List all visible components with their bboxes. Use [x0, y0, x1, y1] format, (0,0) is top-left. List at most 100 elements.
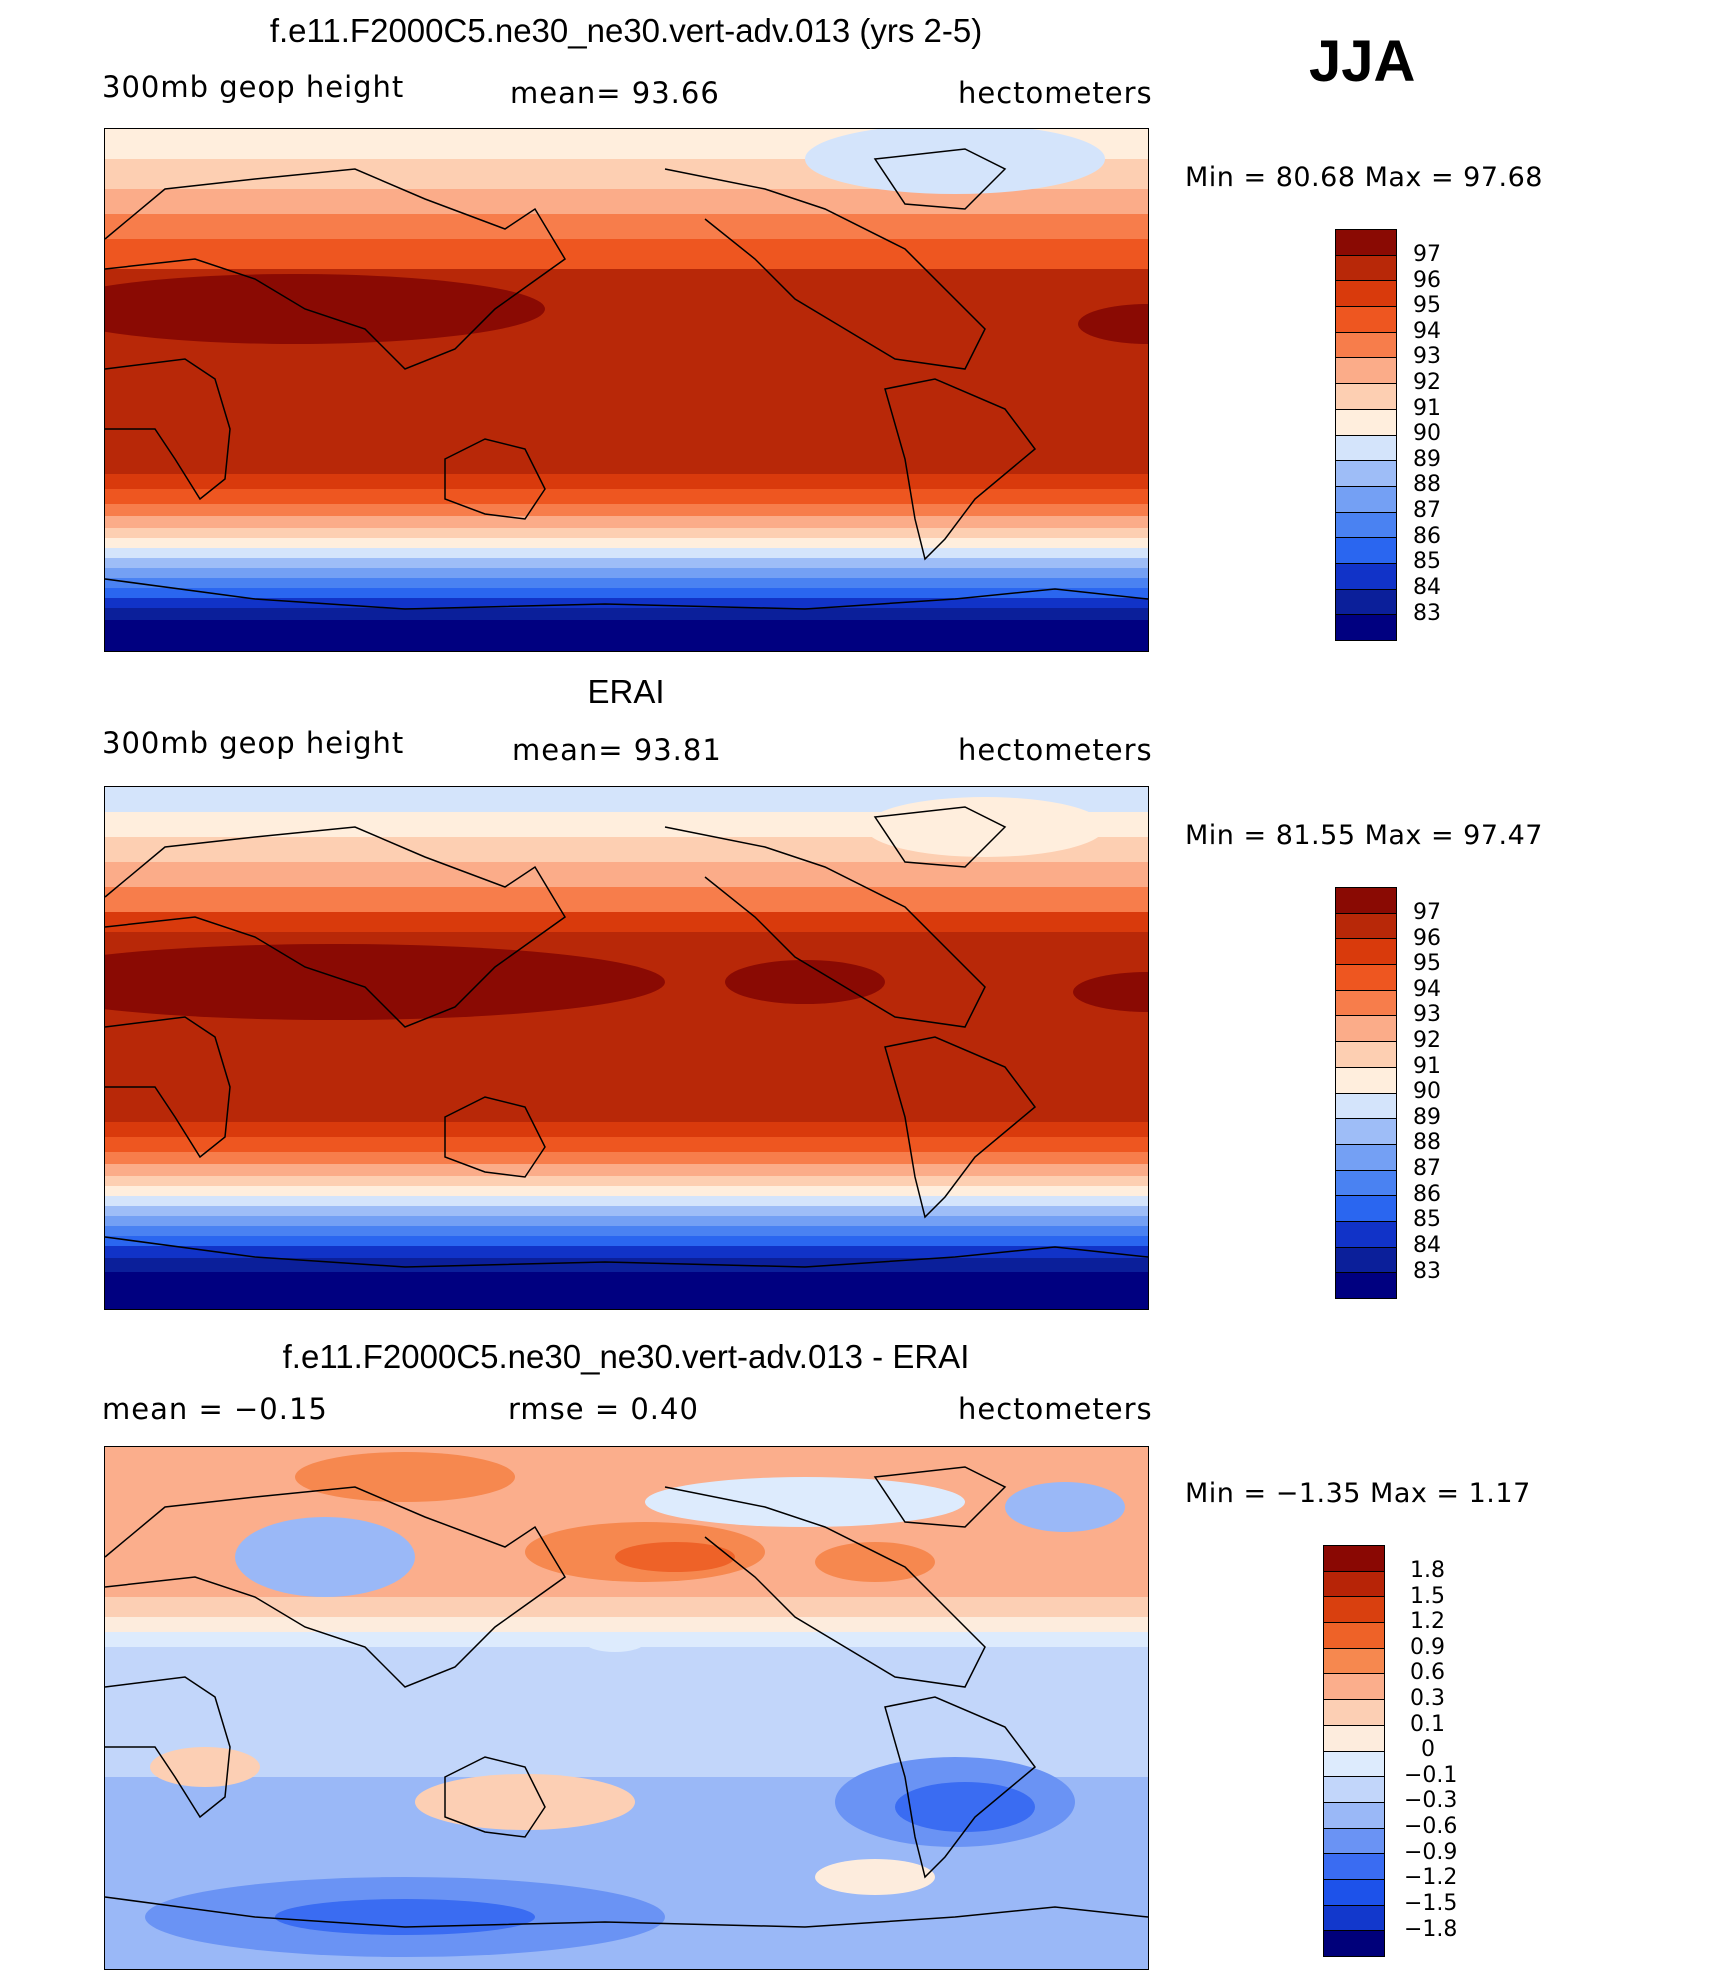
band-90s: [105, 538, 1148, 548]
coast-eurasia: [105, 826, 566, 1028]
legend-swatch: [1336, 1042, 1396, 1068]
coast-eurasia: [105, 1486, 566, 1688]
minmax-label: Min = 81.55 Max = 97.47: [1185, 820, 1543, 851]
coastlines: [105, 1466, 1148, 1928]
legend-swatch: [1336, 888, 1396, 914]
band-83s: [105, 1258, 1148, 1272]
band-97-atlantic: [1078, 304, 1148, 344]
legend-swatch: [1336, 1247, 1396, 1274]
coast-greenland: [873, 148, 1007, 210]
band-86s: [105, 578, 1148, 588]
legend-swatch: [1324, 1777, 1384, 1803]
legend-swatch: [1336, 965, 1396, 991]
legend-tick: −0.6: [1404, 1814, 1458, 1839]
legend-swatch: [1324, 1751, 1384, 1778]
mean-label: mean= 93.66: [510, 76, 720, 110]
band-pos-sa-south: [815, 1859, 935, 1895]
coast-australia: [444, 1756, 546, 1838]
units-label: hectometers: [958, 733, 1153, 767]
legend-swatch: [1336, 358, 1396, 385]
legend-swatch: [1336, 512, 1396, 539]
legend-tick: −1.2: [1404, 1865, 1458, 1890]
coast-antarctica: [105, 1236, 1148, 1268]
legend-tick: 86: [1413, 524, 1441, 549]
legend-swatch: [1324, 1854, 1384, 1880]
legend-tick: 90: [1413, 1079, 1441, 1104]
legend-tick: 92: [1413, 1028, 1441, 1053]
variable-label: 300mb geop height: [102, 70, 405, 104]
legend-swatch: [1336, 1144, 1396, 1171]
band-83s: [105, 608, 1148, 620]
legend-tick: 84: [1413, 575, 1441, 600]
band-89s: [105, 548, 1148, 558]
band-97-atlantic: [1073, 972, 1148, 1012]
units-label: hectometers: [958, 1392, 1153, 1426]
coast-eurasia: [105, 168, 566, 370]
panel-title: f.e11.F2000C5.ne30_ne30.vert-adv.013 - E…: [282, 1338, 970, 1375]
contour-bands: [105, 129, 1148, 651]
legend-swatch: [1336, 589, 1396, 616]
legend-tick: 0: [1421, 1737, 1435, 1762]
contour-map: [105, 1447, 1148, 1969]
legend-tick: −0.1: [1404, 1763, 1458, 1788]
band-95: [105, 474, 1148, 489]
legend-swatch: [1336, 538, 1396, 564]
coast-africa: [105, 1676, 231, 1819]
legend-swatch: [1324, 1623, 1384, 1649]
legend-tick: −0.3: [1404, 1788, 1458, 1813]
legend-tick: 88: [1413, 1130, 1441, 1155]
legend-tick: 85: [1413, 549, 1441, 574]
legend-tick: 97: [1413, 242, 1441, 267]
legend-tick: 0.1: [1410, 1712, 1445, 1737]
legend-swatch: [1336, 563, 1396, 590]
contour-bands: [105, 1447, 1148, 1969]
coast-north-america: [664, 1486, 986, 1688]
band-94: [105, 239, 1148, 269]
legend-tick: 0.3: [1410, 1686, 1445, 1711]
coast-south-america: [884, 1696, 1037, 1879]
minmax-label: Min = 80.68 Max = 97.68: [1185, 162, 1543, 193]
coast-north-america: [664, 826, 986, 1028]
color-legend: [1335, 229, 1397, 641]
band-91s: [105, 1176, 1148, 1186]
legend-swatch: [1336, 990, 1396, 1017]
mean-label: mean = −0.15: [102, 1392, 328, 1426]
color-legend: [1323, 1545, 1385, 1957]
band-pos-0.1: [105, 1597, 1148, 1617]
map-panel-diff: [104, 1446, 1149, 1970]
legend-tick: 0.9: [1410, 1635, 1445, 1660]
band-neg-1.2-ant: [275, 1899, 535, 1935]
legend-swatch: [1336, 332, 1396, 359]
legend-tick: 91: [1413, 1054, 1441, 1079]
band-90s: [105, 1186, 1148, 1196]
legend-swatch: [1324, 1725, 1384, 1752]
legend-swatch: [1336, 1067, 1396, 1094]
band-82s: [105, 1272, 1148, 1309]
color-legend: [1335, 887, 1397, 1299]
band-93s: [105, 504, 1148, 516]
legend-tick: 93: [1413, 1002, 1441, 1027]
band-neg-greenland: [1005, 1482, 1125, 1532]
coast-australia: [444, 438, 546, 520]
legend-swatch: [1324, 1648, 1384, 1675]
contour-map: [105, 787, 1148, 1309]
band-neg-arctic: [645, 1477, 965, 1527]
legend-tick: 90: [1413, 421, 1441, 446]
band-pos-aus: [415, 1774, 635, 1830]
legend-swatch: [1324, 1879, 1384, 1906]
legend-tick: 97: [1413, 900, 1441, 925]
legend-swatch: [1324, 1546, 1384, 1572]
band-94s: [105, 489, 1148, 504]
legend-swatch: [1324, 1700, 1384, 1726]
legend-swatch: [1324, 1571, 1384, 1598]
band-neg-1.2-sa: [895, 1782, 1035, 1832]
legend-tick: 83: [1413, 601, 1441, 626]
minmax-label: Min = −1.35 Max = 1.17: [1185, 1478, 1531, 1509]
legend-swatch: [1336, 615, 1396, 640]
legend-swatch: [1336, 913, 1396, 940]
coast-north-america: [664, 168, 986, 370]
legend-tick: 95: [1413, 293, 1441, 318]
legend-swatch: [1336, 1221, 1396, 1248]
map-panel-obs: [104, 786, 1149, 1310]
coast-south-america: [884, 1036, 1037, 1219]
